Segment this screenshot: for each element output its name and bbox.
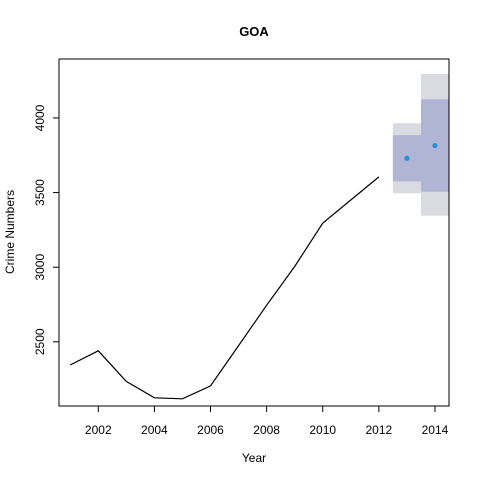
x-tick-label: 2014	[422, 423, 449, 437]
y-tick-label: 3500	[33, 179, 47, 206]
forecast-point	[404, 155, 410, 161]
series-line	[69, 176, 380, 400]
x-axis: 2002 2004 2006 2008 2010 2012 2014	[85, 406, 449, 437]
forecast-point	[432, 142, 438, 149]
y-tick-label: 2500	[33, 328, 47, 355]
series-lines	[69, 176, 380, 400]
y-tick-label: 3000	[33, 254, 47, 281]
plot-frame	[58, 58, 450, 407]
forecast-points	[404, 142, 438, 161]
y-axis-title: Crime Numbers	[3, 190, 17, 274]
x-tick-label: 2008	[253, 423, 280, 437]
chart-title: GOA	[239, 24, 269, 39]
x-tick-label: 2006	[197, 423, 224, 437]
x-tick-label: 2002	[85, 423, 112, 437]
forecast-intervals	[392, 73, 449, 216]
y-tick-label: 4000	[33, 104, 47, 131]
x-axis-title: Year	[242, 451, 266, 465]
x-tick-label: 2010	[309, 423, 336, 437]
x-tick-label: 2004	[141, 423, 168, 437]
y-axis: 2500 3000 3500 4000	[33, 104, 59, 355]
x-tick-label: 2012	[366, 423, 393, 437]
